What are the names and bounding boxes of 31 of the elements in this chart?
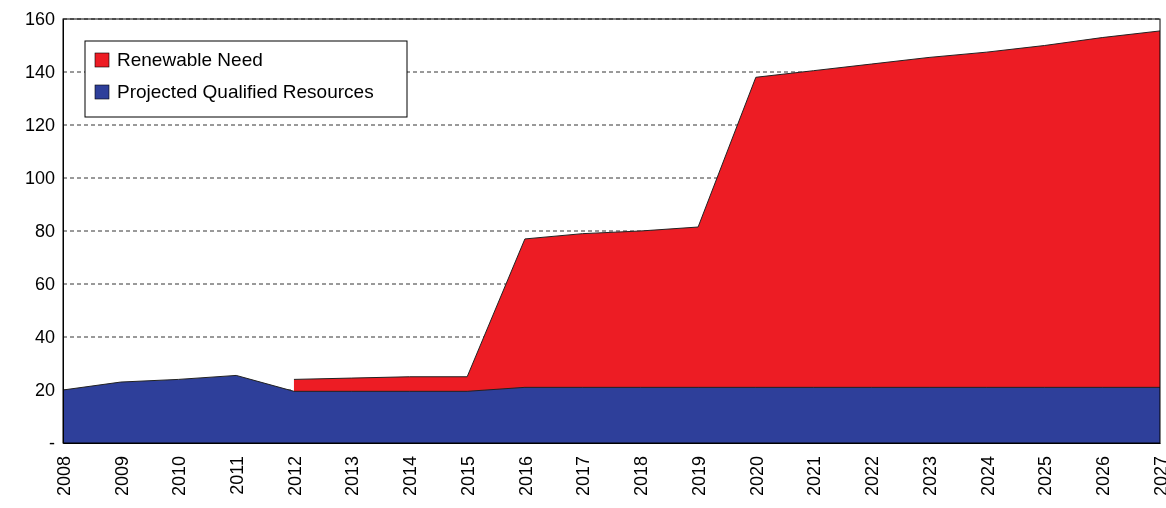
x-tick-label: 2012 [284,456,305,497]
y-tick-label: 40 [34,327,55,348]
y-tick-label: - [49,433,55,454]
y-tick-label: 100 [24,168,55,189]
x-tick-label: 2026 [1093,456,1114,497]
x-tick-label: 2015 [457,456,478,497]
x-tick-label: 2025 [1035,456,1056,497]
x-tick-label: 2014 [400,456,421,497]
x-tick-label: 2024 [977,456,998,497]
x-tick-label: 2017 [573,456,594,497]
y-tick-label: 80 [34,221,55,242]
y-tick-label: 140 [24,62,55,83]
x-tick-label: 2013 [342,456,363,497]
x-tick-label: 2011 [227,456,248,495]
legend-label: Projected Qualified Resources [117,81,374,102]
x-tick-label: 2010 [169,456,190,497]
x-tick-label: 2022 [862,456,883,497]
x-tick-label: 2019 [688,456,709,497]
y-tick-label: 120 [24,115,55,136]
x-tick-label: 2027 [1150,456,1166,497]
y-tick-label: 160 [24,9,55,30]
legend-label: Renewable Need [117,49,263,70]
x-tick-label: 2018 [631,456,652,497]
x-tick-label: 2023 [919,456,940,497]
x-tick-label: 2016 [515,456,536,497]
x-tick-label: 2020 [746,456,767,497]
x-tick-label: 2021 [804,456,825,497]
x-tick-label: 2008 [53,456,74,497]
y-tick-label: 20 [34,380,55,401]
x-tick-label: 2009 [111,456,132,497]
y-tick-label: 60 [34,274,55,295]
